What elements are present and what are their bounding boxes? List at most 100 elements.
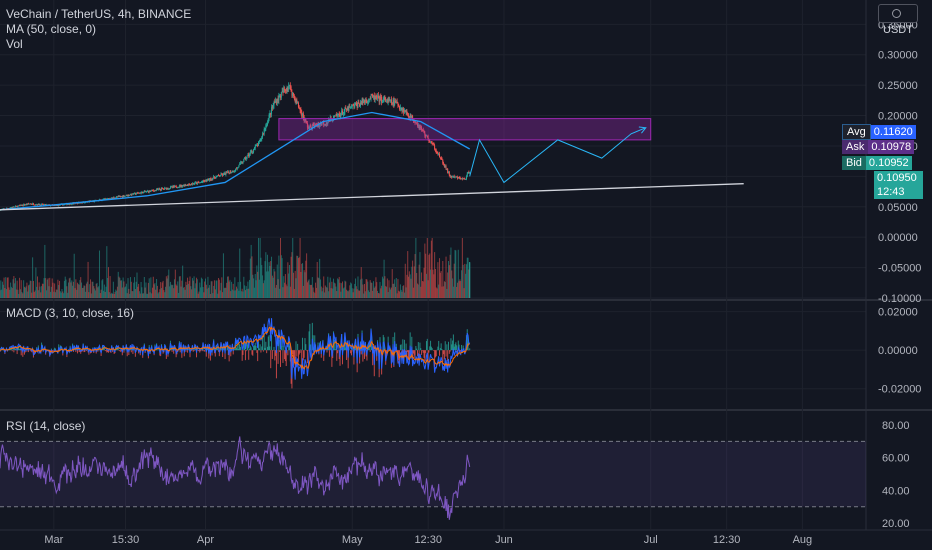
volume-bar xyxy=(406,274,408,298)
candle-body xyxy=(324,124,326,125)
candle-body xyxy=(248,154,250,157)
candle-body xyxy=(143,191,145,192)
bid-value: 0.10952 xyxy=(865,156,912,170)
volume-bar xyxy=(190,286,192,298)
volume-bar xyxy=(303,270,305,298)
candle-body xyxy=(219,175,221,177)
candle-body xyxy=(143,191,145,194)
volume-bar xyxy=(18,293,20,298)
candle-body xyxy=(266,125,268,126)
candle-body xyxy=(120,196,122,197)
volume-bar xyxy=(60,292,62,298)
volume-bar xyxy=(278,255,280,298)
volume-bar xyxy=(395,277,397,298)
volume-bar xyxy=(419,252,421,298)
volume-bar xyxy=(245,286,247,298)
volume-bar xyxy=(412,287,414,298)
volume-bar xyxy=(360,267,362,298)
candle-body xyxy=(412,115,414,121)
candle-body xyxy=(299,108,301,111)
volume-bar xyxy=(302,263,304,298)
currency-button[interactable]: USDT xyxy=(878,4,918,36)
rsi-legend[interactable]: RSI (14, close) xyxy=(6,419,86,433)
volume-bar xyxy=(171,285,173,298)
volume-bar xyxy=(99,293,101,298)
candle-body xyxy=(151,189,153,191)
candle-body xyxy=(35,204,37,206)
candle-body xyxy=(152,190,154,192)
volume-bar xyxy=(147,282,149,298)
volume-bar xyxy=(456,286,458,298)
candle-body xyxy=(261,137,263,140)
candle-body xyxy=(302,113,304,117)
volume-bar xyxy=(372,290,374,298)
volume-bar xyxy=(449,254,451,298)
candle-body xyxy=(435,150,437,153)
volume-bar xyxy=(85,291,87,298)
volume-bar xyxy=(230,291,232,298)
candle-body xyxy=(423,130,425,134)
candle-body xyxy=(116,196,118,198)
volume-bar xyxy=(45,278,47,298)
candle-body xyxy=(37,204,39,206)
volume-bar xyxy=(26,282,28,298)
candle-body xyxy=(370,94,372,100)
candle-body xyxy=(205,179,207,181)
candle-body xyxy=(253,148,255,150)
vol-legend[interactable]: Vol xyxy=(6,37,23,51)
candle-body xyxy=(414,122,416,124)
symbol-title[interactable]: VeChain / TetherUS, 4h, BINANCE xyxy=(6,7,192,21)
volume-bar xyxy=(409,274,411,298)
candle-body xyxy=(461,178,463,180)
volume-bar xyxy=(369,280,371,298)
candle-body xyxy=(382,98,384,103)
volume-bar xyxy=(13,276,15,298)
candle-body xyxy=(136,192,138,194)
macd-axis-label: 0.00000 xyxy=(878,345,918,357)
candle-body xyxy=(201,181,203,183)
candle-body xyxy=(140,192,142,194)
candle-body xyxy=(130,194,132,196)
candle-body xyxy=(314,124,316,128)
bid-price-tag: Bid 0.10952 xyxy=(842,156,912,170)
volume-bar xyxy=(209,293,211,298)
volume-bar xyxy=(444,282,446,298)
volume-bar xyxy=(218,279,220,298)
volume-bar xyxy=(251,256,253,298)
volume-bar xyxy=(170,284,172,298)
volume-bar xyxy=(290,256,292,298)
volume-bar xyxy=(274,271,276,298)
volume-bar xyxy=(260,257,262,298)
candle-body xyxy=(377,95,379,97)
volume-bar xyxy=(123,281,125,298)
volume-bar xyxy=(38,282,40,298)
candle-body xyxy=(44,204,46,205)
x-tick-label: Aug xyxy=(793,534,813,546)
volume-bar xyxy=(387,292,389,298)
volume-bar xyxy=(69,277,71,298)
candle-body xyxy=(156,189,158,190)
volume-bar xyxy=(306,282,308,298)
candle-body xyxy=(284,88,286,90)
candle-body xyxy=(296,99,298,104)
candle-body xyxy=(283,88,285,93)
volume-bar xyxy=(112,293,114,298)
ma-legend[interactable]: MA (50, close, 0) xyxy=(6,22,97,36)
volume-bar xyxy=(115,289,117,298)
volume-bar xyxy=(178,292,180,298)
candle-body xyxy=(258,141,260,143)
volume-bar xyxy=(337,279,339,298)
candle-body xyxy=(312,124,314,126)
candle-body xyxy=(235,168,237,172)
volume-bar xyxy=(91,281,93,298)
candle-body xyxy=(361,99,363,104)
volume-bar xyxy=(447,261,449,298)
candle-body xyxy=(144,191,146,192)
volume-bar xyxy=(187,277,189,298)
candle-body xyxy=(372,95,374,98)
volume-bar xyxy=(451,270,453,298)
volume-bar xyxy=(191,278,193,298)
macd-legend[interactable]: MACD (3, 10, close, 16) xyxy=(6,306,135,320)
volume-bar xyxy=(76,289,78,298)
